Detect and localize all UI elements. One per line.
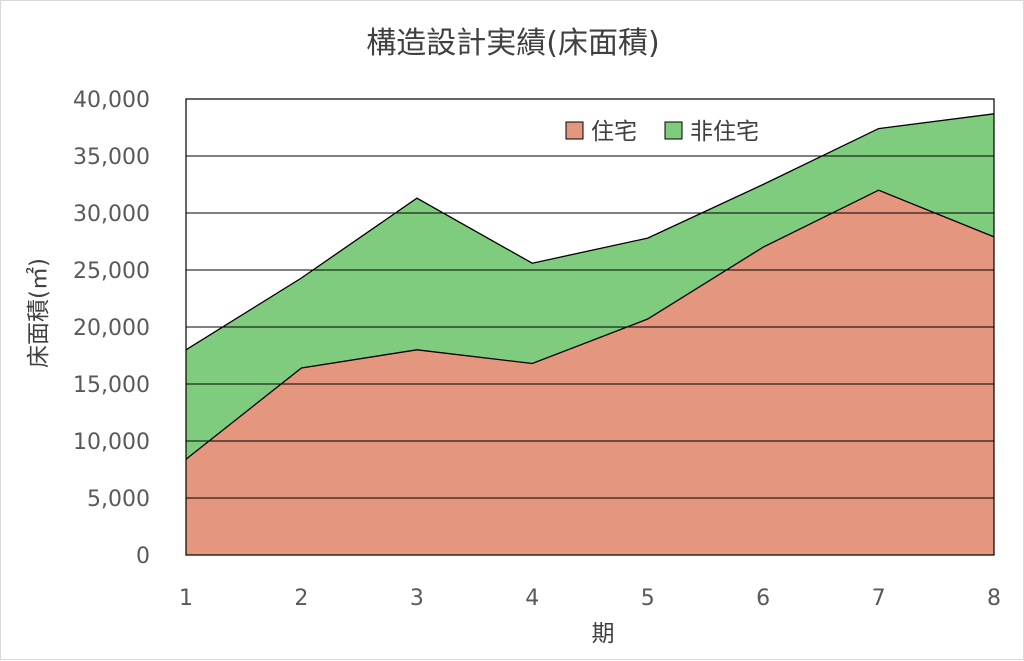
x-tick-labels: 1 2 3 4 5 6 7 8 — [179, 586, 1001, 611]
series-line-1 — [185, 189, 995, 460]
series-outlines — [185, 113, 995, 460]
series-line-2 — [185, 113, 995, 351]
legend-label-2: 非住宅 — [690, 119, 759, 145]
area-series-2 — [186, 113, 994, 460]
plot-area-border — [185, 98, 995, 556]
y-tick-labels: 0 5,000 10,000 15,000 20,000 25,000 30,000 35,0… — [73, 88, 150, 569]
y-tick-label: 15,000 — [73, 373, 150, 398]
legend: 住宅 非住宅 — [565, 119, 759, 145]
x-tick-label: 3 — [410, 586, 424, 611]
gridlines — [186, 155, 994, 499]
x-tick-label: 4 — [525, 586, 539, 611]
y-tick-label: 40,000 — [73, 88, 150, 113]
y-tick-label: 25,000 — [73, 259, 150, 284]
area-series-group — [186, 113, 994, 555]
legend-swatch-1 — [565, 121, 584, 140]
y-tick-label: 30,000 — [73, 202, 150, 227]
y-tick-label: 0 — [136, 544, 150, 569]
y-tick-label: 5,000 — [87, 487, 150, 512]
x-tick-label: 8 — [987, 586, 1001, 611]
x-tick-label: 5 — [641, 586, 655, 611]
y-axis-title: 床面積(㎡) — [26, 258, 52, 368]
legend-swatch-2 — [664, 121, 683, 140]
x-tick-label: 2 — [294, 586, 308, 611]
y-tick-label: 10,000 — [73, 430, 150, 455]
area-series-1 — [186, 190, 994, 555]
x-tick-label: 7 — [872, 586, 886, 611]
y-tick-label: 35,000 — [73, 145, 150, 170]
y-tick-label: 20,000 — [73, 316, 150, 341]
x-tick-label: 1 — [179, 586, 193, 611]
chart-title: 構造設計実績(床面積) — [366, 26, 659, 61]
x-tick-label: 6 — [756, 586, 770, 611]
x-axis-title: 期 — [592, 621, 615, 647]
legend-label-1: 住宅 — [591, 119, 637, 145]
